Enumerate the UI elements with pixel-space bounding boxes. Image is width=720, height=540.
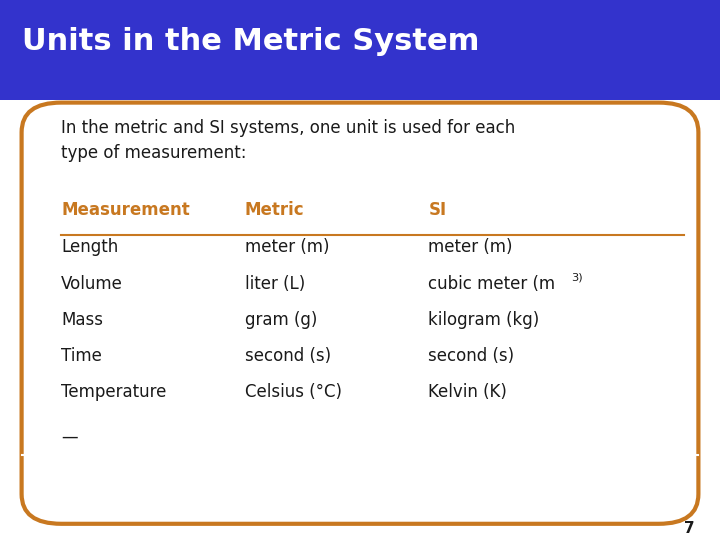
Text: Length: Length <box>61 239 119 256</box>
Text: 7: 7 <box>684 521 695 536</box>
Text: kilogram (kg): kilogram (kg) <box>428 311 540 329</box>
Text: Metric: Metric <box>245 201 305 219</box>
Text: Mass: Mass <box>61 311 103 329</box>
Text: Units in the Metric System: Units in the Metric System <box>22 28 479 56</box>
Text: Celsius (°C): Celsius (°C) <box>245 383 342 401</box>
Text: SI: SI <box>428 201 446 219</box>
FancyBboxPatch shape <box>0 0 720 100</box>
Text: Volume: Volume <box>61 275 123 293</box>
FancyBboxPatch shape <box>22 103 698 524</box>
Text: 3): 3) <box>571 273 582 283</box>
Text: meter (m): meter (m) <box>428 239 513 256</box>
Text: second (s): second (s) <box>245 347 331 365</box>
Text: gram (g): gram (g) <box>245 311 318 329</box>
Text: In the metric and SI systems, one unit is used for each
type of measurement:: In the metric and SI systems, one unit i… <box>61 119 516 163</box>
Text: cubic meter (m: cubic meter (m <box>428 275 556 293</box>
Text: meter (m): meter (m) <box>245 239 329 256</box>
Text: liter (L): liter (L) <box>245 275 305 293</box>
Text: Kelvin (K): Kelvin (K) <box>428 383 508 401</box>
Text: Measurement: Measurement <box>61 201 190 219</box>
Text: second (s): second (s) <box>428 347 515 365</box>
Text: Time: Time <box>61 347 102 365</box>
Text: Temperature: Temperature <box>61 383 166 401</box>
Text: —: — <box>61 428 78 445</box>
